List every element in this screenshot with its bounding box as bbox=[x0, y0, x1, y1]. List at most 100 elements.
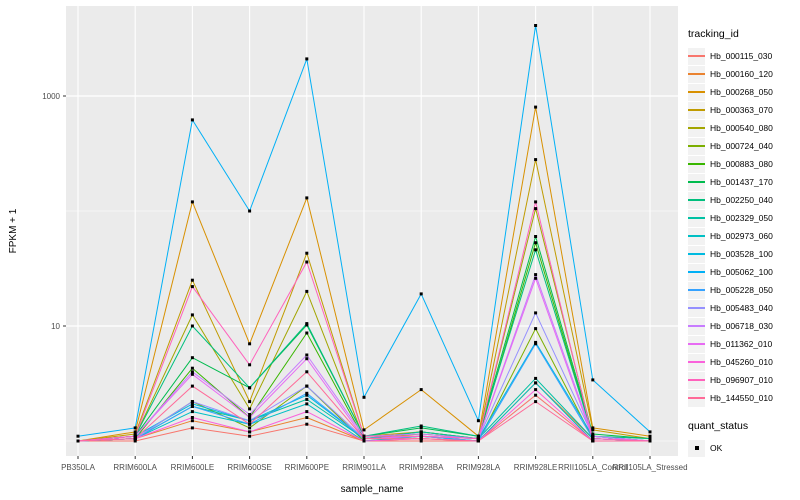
data-point bbox=[305, 289, 309, 293]
data-point bbox=[591, 428, 595, 432]
y-tick-label: 1000 bbox=[42, 92, 60, 101]
data-point bbox=[76, 434, 80, 438]
data-point bbox=[190, 402, 194, 406]
data-point bbox=[419, 434, 423, 438]
legend-key-line bbox=[688, 91, 705, 93]
legend-entry-label: Hb_000160_120 bbox=[710, 69, 773, 79]
data-point bbox=[190, 370, 194, 374]
data-point bbox=[648, 439, 652, 443]
x-tick-label: RRIM928LE bbox=[514, 463, 558, 472]
legend-key-swatch bbox=[688, 263, 705, 281]
legend-entry-label: OK bbox=[710, 443, 723, 453]
data-point bbox=[591, 432, 595, 436]
legend-key-line bbox=[688, 73, 705, 75]
legend-key-swatch bbox=[688, 209, 705, 227]
legend-key-line bbox=[688, 109, 705, 111]
data-point bbox=[248, 386, 252, 390]
data-point bbox=[248, 430, 252, 434]
data-point bbox=[190, 384, 194, 388]
data-point bbox=[305, 251, 309, 255]
data-point bbox=[534, 400, 538, 404]
data-point bbox=[190, 324, 194, 328]
data-point bbox=[190, 416, 194, 419]
legend-entry: Hb_002250_040 bbox=[688, 191, 800, 209]
quant-entries: OK bbox=[688, 439, 800, 457]
legend-entry-label: Hb_006718_030 bbox=[710, 321, 773, 331]
data-point bbox=[419, 439, 423, 443]
legend-key-swatch bbox=[688, 227, 705, 245]
data-point bbox=[534, 158, 538, 162]
legend-key-swatch bbox=[688, 245, 705, 263]
data-point bbox=[419, 437, 423, 441]
data-point bbox=[248, 434, 252, 438]
data-point bbox=[190, 278, 194, 282]
data-point bbox=[362, 439, 366, 443]
legend-key-line bbox=[688, 379, 705, 381]
data-point bbox=[190, 118, 194, 122]
data-point bbox=[305, 416, 309, 419]
legend-key-swatch bbox=[688, 281, 705, 299]
legend-key-line bbox=[688, 199, 705, 201]
data-point bbox=[305, 397, 309, 401]
legend-key-line bbox=[688, 181, 705, 183]
data-point bbox=[190, 285, 194, 289]
data-point bbox=[648, 437, 652, 441]
legend-entry-label: Hb_002329_050 bbox=[710, 213, 773, 223]
data-point bbox=[133, 437, 137, 441]
data-point bbox=[190, 372, 194, 376]
data-point bbox=[591, 439, 595, 443]
data-point bbox=[133, 430, 137, 434]
data-point bbox=[305, 393, 309, 397]
legend-entry: Hb_002973_060 bbox=[688, 227, 800, 245]
data-point bbox=[534, 24, 538, 27]
legend-key-swatch bbox=[688, 299, 705, 317]
legend-key-swatch bbox=[688, 389, 705, 407]
legend-key-swatch bbox=[688, 101, 705, 119]
x-tick-label: RRIM600PE bbox=[285, 463, 329, 472]
legend-entry-label: Hb_000540_080 bbox=[710, 123, 773, 133]
data-point bbox=[534, 381, 538, 385]
x-tick-label: RRIM901LA bbox=[342, 463, 386, 472]
data-point bbox=[476, 437, 480, 441]
legend-entry: Hb_002329_050 bbox=[688, 209, 800, 227]
data-point bbox=[534, 241, 538, 245]
data-point bbox=[190, 404, 194, 408]
data-point bbox=[190, 356, 194, 360]
legend-entry: Hb_144550_010 bbox=[688, 389, 800, 407]
legend-key-swatch bbox=[688, 155, 705, 173]
legend-entry: Hb_000540_080 bbox=[688, 119, 800, 137]
data-point bbox=[305, 391, 309, 395]
legend-entry-label: Hb_000883_080 bbox=[710, 159, 773, 169]
legend-key-line bbox=[688, 361, 705, 363]
legend-entry: Hb_011362_010 bbox=[688, 335, 800, 353]
legend-key-swatch bbox=[688, 439, 705, 457]
legend-key-swatch bbox=[688, 371, 705, 389]
data-point bbox=[305, 331, 309, 335]
data-point bbox=[190, 410, 194, 414]
legend-quant-status: quant_status OK bbox=[688, 420, 800, 457]
data-point bbox=[248, 342, 252, 346]
x-tick-label: RRII105LA_Stressed bbox=[612, 463, 687, 472]
legend-key-line bbox=[688, 55, 705, 57]
data-point bbox=[190, 366, 194, 370]
data-point bbox=[133, 432, 137, 436]
data-point bbox=[534, 276, 538, 280]
legend-entry: Hb_000268_050 bbox=[688, 83, 800, 101]
legend-entry: Hb_000724_040 bbox=[688, 137, 800, 155]
data-point bbox=[248, 209, 252, 213]
legend-entry-label: Hb_005228_050 bbox=[710, 285, 773, 295]
legend-entry: Hb_000160_120 bbox=[688, 65, 800, 83]
legend-entry: Hb_001437_170 bbox=[688, 173, 800, 191]
data-point bbox=[305, 402, 309, 406]
y-axis-title: FPKM + 1 bbox=[8, 208, 19, 253]
data-point bbox=[248, 400, 252, 404]
data-point bbox=[362, 437, 366, 441]
data-point bbox=[305, 57, 309, 61]
legend-key-line bbox=[688, 217, 705, 219]
data-point bbox=[305, 353, 309, 357]
data-point bbox=[190, 419, 194, 423]
legend-key-swatch bbox=[688, 353, 705, 371]
legend-entry: Hb_000115_030 bbox=[688, 47, 800, 65]
legend-entry-label: Hb_045260_010 bbox=[710, 357, 773, 367]
data-point bbox=[534, 376, 538, 380]
